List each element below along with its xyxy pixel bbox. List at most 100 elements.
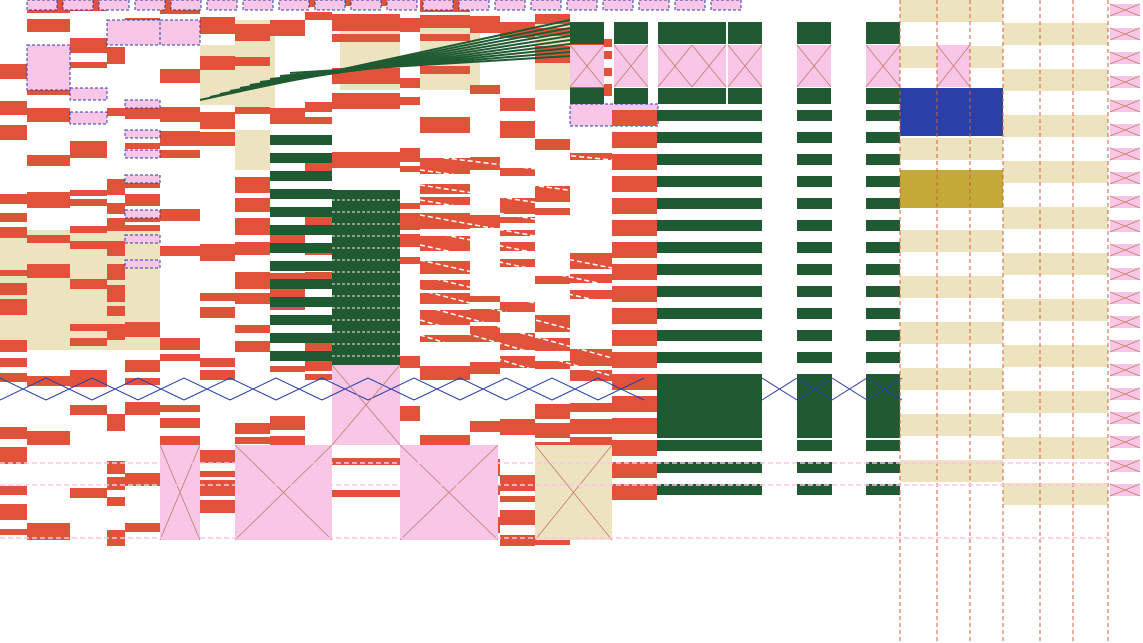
red-stripe [125,523,160,532]
green-zone-stripe [797,308,832,319]
red-stripe [400,78,420,88]
green-zone-stripe [657,110,762,121]
red-stripe [160,150,200,158]
green-zone-stripe [866,330,900,341]
red-stripe [470,296,500,302]
beige-row [900,230,1003,252]
cross-line [367,377,415,401]
pink-block [124,99,161,109]
cross-line [229,377,277,401]
red-stripe [160,107,200,122]
red-stripe [420,66,470,74]
red-stripe [332,34,400,42]
pink-block [69,111,108,125]
red-stripe [420,280,470,290]
beige-row [1003,69,1108,91]
green-zone-stripe [866,264,900,275]
x-box-line [234,444,333,541]
red-stripe [420,197,470,205]
pink-top-cell [242,0,274,11]
x-box-line [1109,171,1141,185]
x-box-line [936,44,971,88]
beige-row [1003,161,1108,183]
pink-top-cell [422,0,454,11]
red-stripe [107,203,125,214]
red-stripe [500,356,535,368]
red-stripe [305,117,332,124]
dashed-diagonal [419,304,613,359]
x-box-line [534,444,613,541]
dashed-diagonal [419,169,613,197]
beige-row [1003,483,1108,505]
red-stripe [332,490,400,497]
dashed-diagonal [419,244,613,287]
green-top [570,88,604,104]
pink-top-cell [638,0,670,11]
red-stripe [0,283,27,295]
cross-line [831,377,868,401]
x-box-line [1109,291,1141,305]
red-stripe [332,14,400,31]
red-stripe [200,471,235,477]
red-stripe [400,257,420,264]
beige-row [900,0,1003,22]
red-stripe [107,108,125,116]
red-stripe [235,107,270,114]
pink-block [26,44,71,91]
dashed-diagonal [419,199,613,233]
green-top [866,22,900,44]
red-stripe [420,117,470,133]
green-zone-stripe [612,242,657,258]
red-stripe [470,16,500,33]
red-stripe [107,264,125,280]
red-stripe [160,436,200,446]
red-stripe [235,341,270,352]
red-stripe [535,361,570,369]
red-stripe [235,325,270,333]
x-box-line [1109,27,1141,41]
green-zone-stripe [797,330,832,341]
green-zone-stripe [612,154,657,170]
x-box-line [159,444,201,541]
red-stripe [570,370,612,381]
red-stripe [200,358,235,367]
beige-row [900,368,1003,390]
cross-line [321,377,369,401]
beige-row [900,460,1003,482]
red-stripe [107,218,125,231]
green-zone-stripe [657,176,762,187]
red-stripe [200,112,235,129]
green-stripe [270,315,332,325]
green-zone-stripe [866,286,900,297]
green-zone-stripe [797,154,832,165]
red-stripe [305,12,332,20]
x-box-line [1109,267,1141,281]
beige-patch [235,130,270,170]
beige-row [1003,299,1108,321]
cross-line [597,377,645,401]
pink-top-cell [710,0,742,11]
green-stripe [270,333,332,343]
x-box-line [331,364,401,446]
green-zone-stripe [657,198,762,209]
red-stripe [235,293,270,304]
red-stripe [470,421,500,432]
red-stripe [420,261,470,274]
red-stripe [500,535,535,546]
pink-top-cell [206,0,238,11]
green-zone-stripe [612,396,657,412]
red-stripe [70,279,107,289]
red-stripe [400,18,420,32]
green-top [692,22,726,44]
cross-line [183,377,231,401]
cross-line [796,377,833,401]
pink-block [124,174,161,184]
red-stripe [160,69,200,83]
dashed-diagonal [419,154,613,179]
red-stripe [0,125,27,140]
red-stripe [0,340,27,352]
red-stripe [235,218,270,235]
green-zone-stripe [866,462,900,473]
x-box-line [569,44,605,88]
red-stripe [27,89,70,95]
